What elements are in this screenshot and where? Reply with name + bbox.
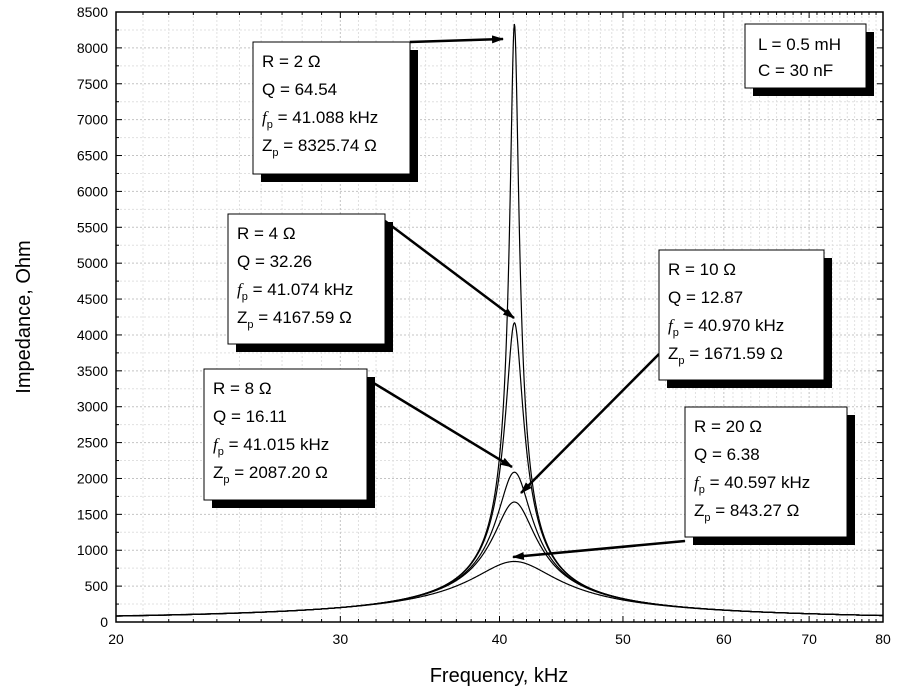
x-tick-label: 50 <box>615 631 631 647</box>
y-tick-label: 2000 <box>77 470 108 486</box>
y-tick-label: 7000 <box>77 112 108 128</box>
resistance-label: R = 20 Ω <box>694 417 762 436</box>
y-tick-label: 500 <box>85 578 109 594</box>
y-tick-label: 4000 <box>77 327 108 343</box>
resistance-label: R = 8 Ω <box>213 379 272 398</box>
annotation-box-r4: R = 4 Ω Q = 32.26 fp = 41.074 kHz Zp = 4167… <box>227 213 393 352</box>
annotation-arrows <box>366 35 686 560</box>
resonant-frequency-label: fp = 40.597 kHz <box>694 473 810 496</box>
x-tick-label: 20 <box>108 631 124 647</box>
resonant-frequency-label: fp = 40.970 kHz <box>668 316 784 339</box>
q-factor-label: Q = 12.87 <box>668 288 743 307</box>
x-axis-ticks: 20 30 40 50 60 70 80 <box>108 12 891 647</box>
annotation-box-r10: R = 10 Ω Q = 12.87 fp = 40.970 kHz Zp = 167… <box>658 249 832 388</box>
y-tick-label: 7500 <box>77 76 108 92</box>
y-axis-ticks: 0 500 1000 1500 2000 2500 3000 3500 4000 4500 5000… <box>77 4 883 630</box>
resonant-frequency-label: fp = 41.074 kHz <box>237 280 353 303</box>
resonant-frequency-label: fp = 41.088 kHz <box>262 108 378 131</box>
y-tick-label: 1500 <box>77 506 108 522</box>
x-axis-title: Frequency, kHz <box>430 665 569 687</box>
y-tick-label: 3500 <box>77 363 108 379</box>
x-tick-label: 70 <box>801 631 817 647</box>
y-tick-label: 1000 <box>77 542 108 558</box>
params-box: L = 0.5 mH C = 30 nF <box>744 23 874 96</box>
x-tick-label: 80 <box>875 631 891 647</box>
annotation-arrow <box>366 377 513 469</box>
y-tick-label: 3000 <box>77 399 108 415</box>
x-tick-label: 40 <box>492 631 508 647</box>
curves <box>115 23 884 617</box>
peak-impedance-label: Zp = 1671.59 Ω <box>668 344 783 367</box>
peak-impedance-label: Zp = 4167.59 Ω <box>237 308 352 331</box>
q-factor-label: Q = 16.11 <box>213 407 287 426</box>
x-tick-label: 30 <box>333 631 349 647</box>
resistance-label: R = 10 Ω <box>668 260 736 279</box>
y-tick-label: 8500 <box>77 4 108 20</box>
y-tick-label: 6000 <box>77 183 108 199</box>
annotation-box-r20: R = 20 Ω Q = 6.38 fp = 40.597 kHz Zp = 843.… <box>684 406 855 545</box>
annotation-arrow <box>409 35 504 44</box>
y-tick-label: 2500 <box>77 435 108 451</box>
annotation-boxes: R = 2 Ω Q = 64.54 fp = 41.088 kHz Zp = 8325… <box>203 41 855 545</box>
resonant-frequency-label: fp = 41.015 kHz <box>213 435 329 458</box>
annotation-box-r8: R = 8 Ω Q = 16.11 fp = 41.015 kHz Zp = 2087… <box>203 368 375 508</box>
annotation-arrow <box>512 539 686 560</box>
x-tick-label: 60 <box>716 631 732 647</box>
inductance-label: L = 0.5 mH <box>758 35 841 54</box>
resistance-label: R = 4 Ω <box>237 224 296 243</box>
y-tick-label: 4500 <box>77 291 108 307</box>
q-factor-label: Q = 6.38 <box>694 445 760 464</box>
peak-impedance-label: Zp = 8325.74 Ω <box>262 136 377 159</box>
capacitance-label: C = 30 nF <box>758 61 833 80</box>
q-factor-label: Q = 64.54 <box>262 80 337 99</box>
annotation-arrow <box>384 220 515 319</box>
y-tick-label: 5500 <box>77 219 108 235</box>
y-tick-label: 0 <box>100 614 108 630</box>
y-tick-label: 5000 <box>77 255 108 271</box>
q-factor-label: Q = 32.26 <box>237 252 312 271</box>
y-tick-label: 6500 <box>77 148 108 164</box>
y-tick-label: 8000 <box>77 40 108 56</box>
peak-impedance-label: Zp = 2087.20 Ω <box>213 463 328 486</box>
resistance-label: R = 2 Ω <box>262 52 321 71</box>
y-axis-title: Impedance, Ohm <box>13 240 35 393</box>
annotation-arrow <box>520 353 660 494</box>
peak-impedance-label: Zp = 843.27 Ω <box>694 501 799 524</box>
impedance-curve-r20 <box>115 560 884 617</box>
annotation-box-r2: R = 2 Ω Q = 64.54 fp = 41.088 kHz Zp = 8325… <box>252 41 418 182</box>
